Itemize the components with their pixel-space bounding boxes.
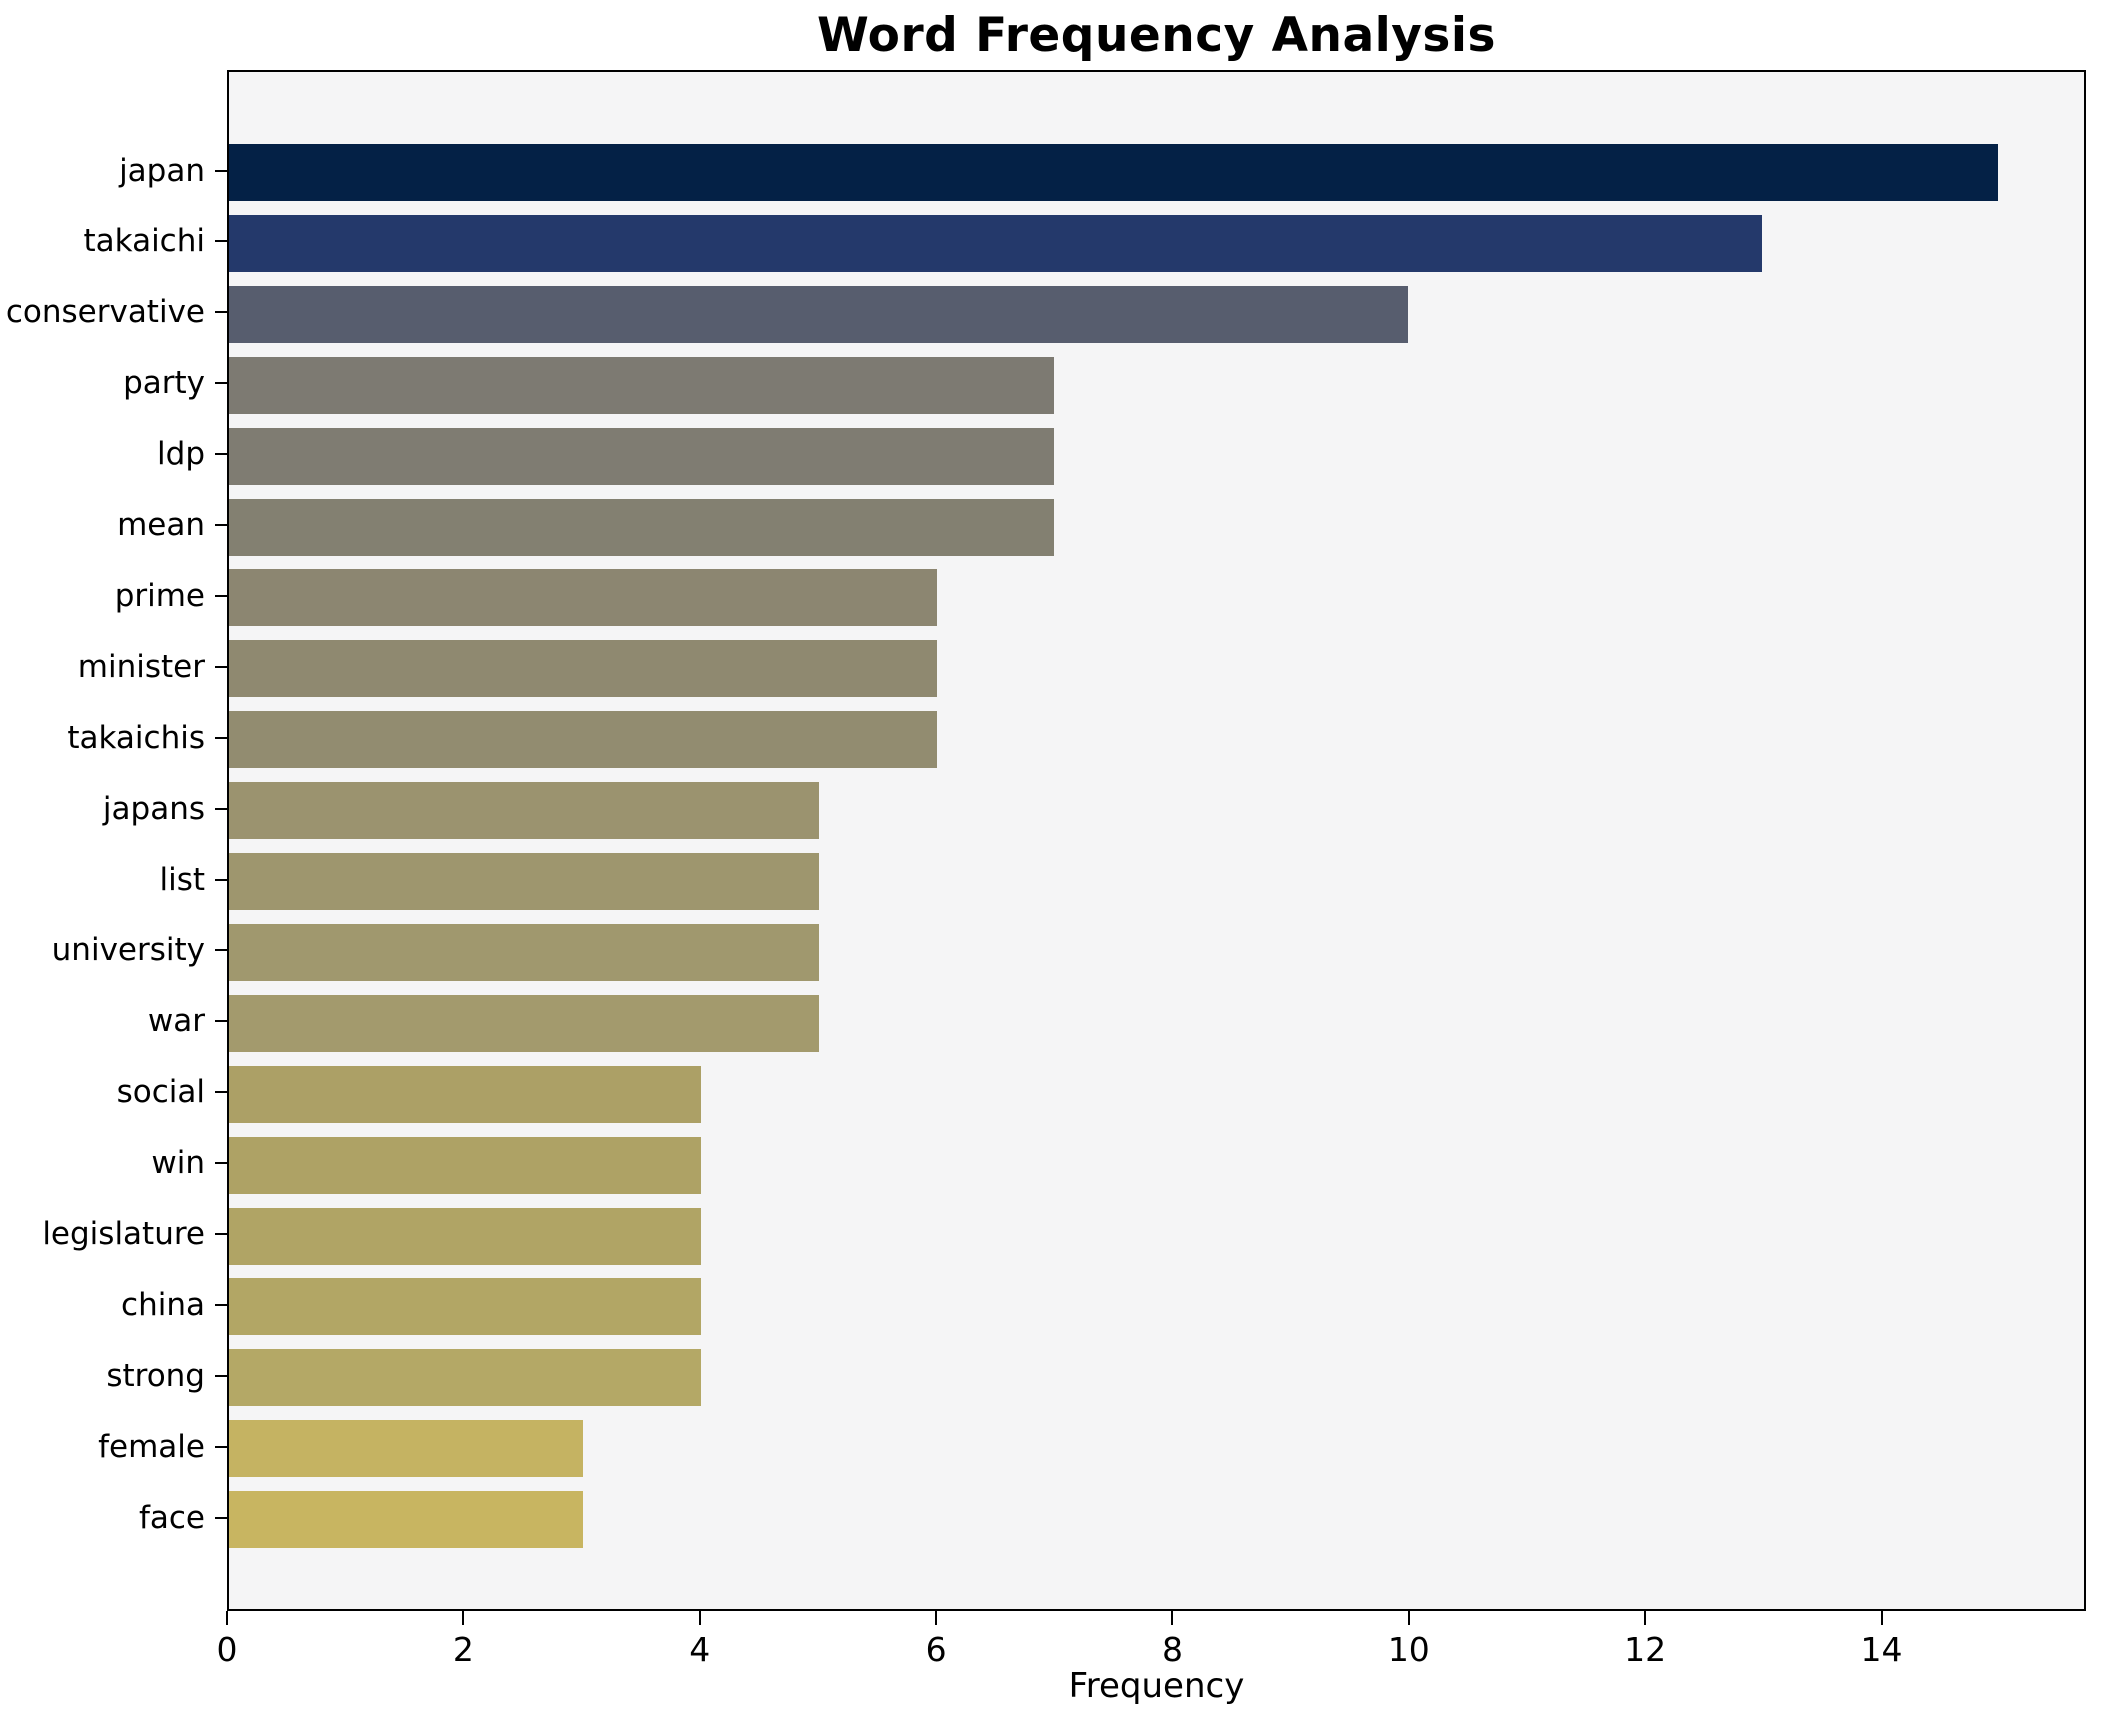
- y-label-mean: mean: [117, 507, 205, 543]
- bar-ldp: [229, 427, 1055, 485]
- y-tick-ldp: [215, 453, 227, 456]
- y-tick-japans: [215, 807, 227, 810]
- bar-list: [229, 853, 819, 910]
- y-tick-university: [215, 949, 227, 952]
- bar-female: [229, 1420, 583, 1478]
- chart-title: Word Frequency Analysis: [817, 8, 1496, 63]
- x-tick-label-10: 10: [1387, 1630, 1430, 1669]
- y-tick-conservative: [215, 311, 227, 314]
- y-label-minister: minister: [77, 648, 205, 685]
- y-label-ldp: ldp: [157, 436, 205, 473]
- x-axis-title: Frequency: [1068, 1666, 1245, 1706]
- bar-social: [229, 1065, 701, 1123]
- bar-japans: [229, 782, 819, 840]
- y-tick-win: [215, 1162, 227, 1165]
- y-tick-face: [215, 1516, 227, 1519]
- y-label-strong: strong: [106, 1357, 205, 1394]
- x-tick-label-8: 8: [1161, 1630, 1183, 1669]
- y-tick-mean: [215, 524, 227, 526]
- y-tick-takaichis: [215, 736, 227, 739]
- y-label-female: female: [98, 1428, 205, 1465]
- x-tick-8: [1171, 1611, 1174, 1625]
- y-tick-takaichi: [215, 240, 227, 243]
- y-label-japans: japans: [102, 790, 205, 827]
- y-tick-party: [215, 382, 227, 385]
- x-tick-label-12: 12: [1624, 1630, 1667, 1669]
- y-label-face: face: [138, 1499, 205, 1536]
- plot-area: [227, 70, 2086, 1611]
- y-label-social: social: [116, 1074, 205, 1111]
- bar-mean: [229, 498, 1055, 556]
- x-tick-12: [1644, 1611, 1647, 1625]
- bar-china: [229, 1278, 701, 1336]
- y-tick-list: [215, 878, 227, 881]
- y-label-university: university: [51, 932, 205, 969]
- x-tick-label-4: 4: [689, 1630, 711, 1669]
- y-label-conservative: conservative: [5, 294, 205, 331]
- bar-conservative: [229, 285, 1409, 343]
- bar-university: [229, 923, 819, 981]
- y-tick-strong: [215, 1374, 227, 1377]
- y-tick-female: [215, 1445, 227, 1448]
- y-label-party: party: [123, 365, 205, 402]
- y-tick-japan: [215, 169, 227, 172]
- bar-strong: [229, 1349, 701, 1407]
- x-tick-2: [462, 1611, 465, 1625]
- x-tick-0: [226, 1611, 228, 1625]
- x-tick-label-14: 14: [1860, 1630, 1903, 1669]
- y-label-war: war: [147, 1003, 205, 1040]
- bar-face: [229, 1491, 583, 1549]
- y-label-prime: prime: [114, 577, 205, 614]
- x-tick-14: [1880, 1611, 1883, 1625]
- x-tick-4: [698, 1611, 701, 1625]
- y-tick-minister: [215, 665, 227, 668]
- y-tick-war: [215, 1020, 227, 1023]
- x-tick-10: [1407, 1611, 1410, 1625]
- y-label-japan: japan: [119, 152, 205, 189]
- y-tick-china: [215, 1303, 227, 1306]
- x-tick-6: [935, 1611, 938, 1625]
- x-tick-label-2: 2: [452, 1630, 474, 1669]
- bar-minister: [229, 640, 937, 698]
- bar-war: [229, 994, 819, 1052]
- y-label-takaichi: takaichi: [83, 223, 205, 260]
- y-label-china: china: [121, 1286, 205, 1323]
- y-label-legislature: legislature: [42, 1216, 205, 1252]
- x-tick-label-0: 0: [216, 1630, 238, 1669]
- bar-party: [229, 356, 1055, 414]
- bar-prime: [229, 569, 937, 627]
- x-tick-label-6: 6: [925, 1630, 947, 1669]
- bar-legislature: [229, 1207, 701, 1265]
- y-tick-legislature: [215, 1233, 227, 1235]
- y-tick-social: [215, 1091, 227, 1094]
- y-tick-prime: [215, 594, 227, 597]
- bar-japan: [229, 144, 1998, 201]
- bar-takaichis: [229, 711, 937, 769]
- bar-takaichi: [229, 214, 1763, 272]
- y-label-win: win: [151, 1145, 205, 1182]
- y-label-takaichis: takaichis: [67, 719, 205, 756]
- bar-win: [229, 1136, 701, 1194]
- y-label-list: list: [159, 861, 205, 898]
